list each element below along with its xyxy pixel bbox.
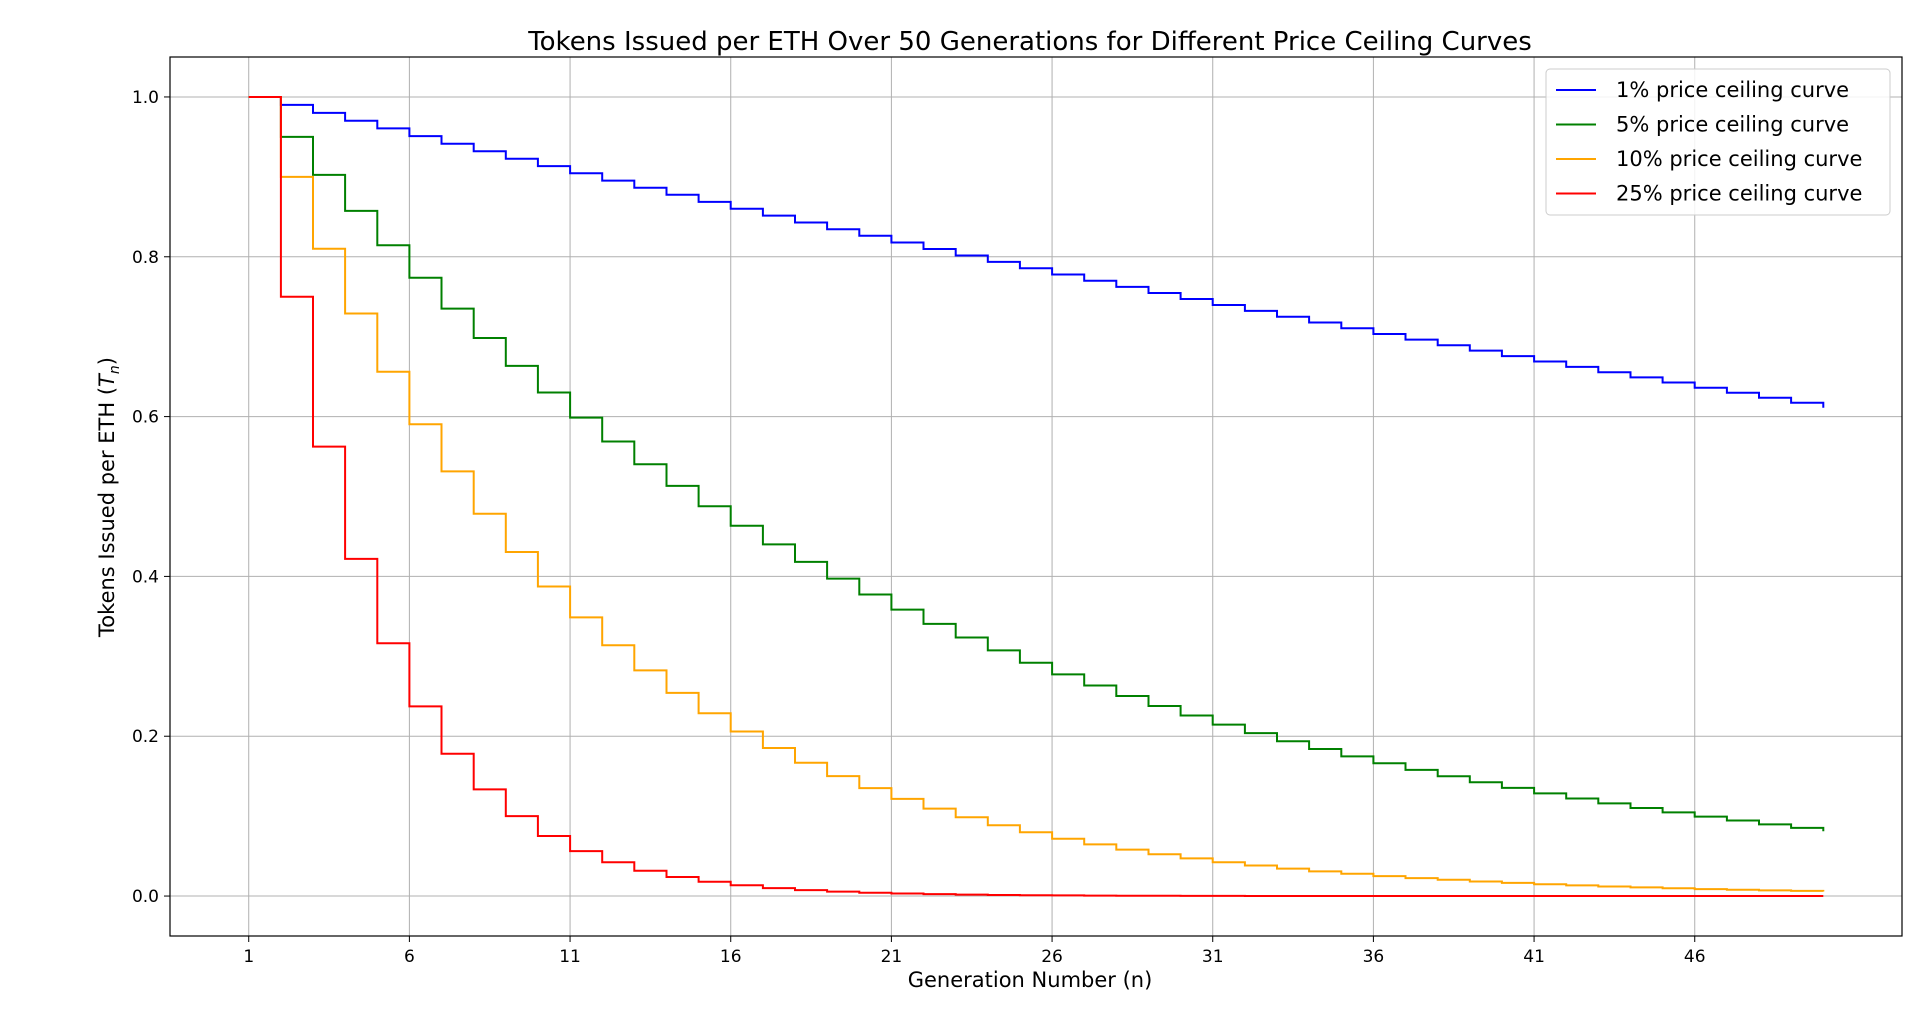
y-axis-ticks: 0.0 0.2 0.4 0.6 0.8 1.0: [132, 88, 170, 907]
legend-label: 5% price ceiling curve: [1616, 113, 1849, 137]
x-tick-label: 26: [1041, 947, 1063, 967]
plot-frame: [169, 56, 1903, 937]
y-tick-label: 0.2: [132, 727, 159, 747]
series-line-2: [248, 96, 1825, 832]
y-tick-label: 0.8: [132, 248, 159, 268]
legend: 1% price ceiling curve 5% price ceiling c…: [1545, 68, 1891, 216]
y-axis-label: Tokens Issued per ETH (Tn): [95, 357, 123, 638]
x-tick-label: 6: [404, 947, 415, 967]
y-axis-label-symbol: T: [95, 372, 119, 387]
y-tick-label: 0.6: [132, 408, 159, 428]
x-tick-label: 31: [1202, 947, 1224, 967]
series-line-3: [248, 96, 1825, 892]
chart-title: Tokens Issued per ETH Over 50 Generation…: [527, 27, 1532, 57]
x-axis-ticks: 1 6 11 16 21 26 31 36 41 46: [243, 936, 1706, 967]
x-tick-label: 16: [720, 947, 742, 967]
series-line-1: [248, 96, 1825, 408]
x-tick-label: 41: [1523, 947, 1545, 967]
y-tick-label: 0.0: [132, 887, 159, 907]
x-tick-label: 46: [1684, 947, 1706, 967]
y-tick-label: 0.4: [132, 567, 159, 587]
series-group: [248, 96, 1825, 897]
x-tick-label: 1: [243, 947, 254, 967]
x-tick-label: 36: [1363, 947, 1385, 967]
legend-frame: [1545, 68, 1891, 216]
legend-label: 25% price ceiling curve: [1616, 182, 1862, 206]
series-line-4: [248, 96, 1824, 897]
y-axis-label-prefix: Tokens Issued per ETH (: [95, 387, 119, 638]
y-tick-label: 1.0: [132, 88, 159, 108]
legend-label: 10% price ceiling curve: [1616, 147, 1862, 171]
y-axis-label-subscript: n: [107, 365, 123, 374]
x-tick-label: 21: [881, 947, 903, 967]
x-tick-label: 11: [559, 947, 581, 967]
legend-label: 1% price ceiling curve: [1616, 78, 1849, 102]
y-axis-label-suffix: ): [95, 357, 119, 365]
x-axis-label: Generation Number (n): [908, 968, 1153, 992]
